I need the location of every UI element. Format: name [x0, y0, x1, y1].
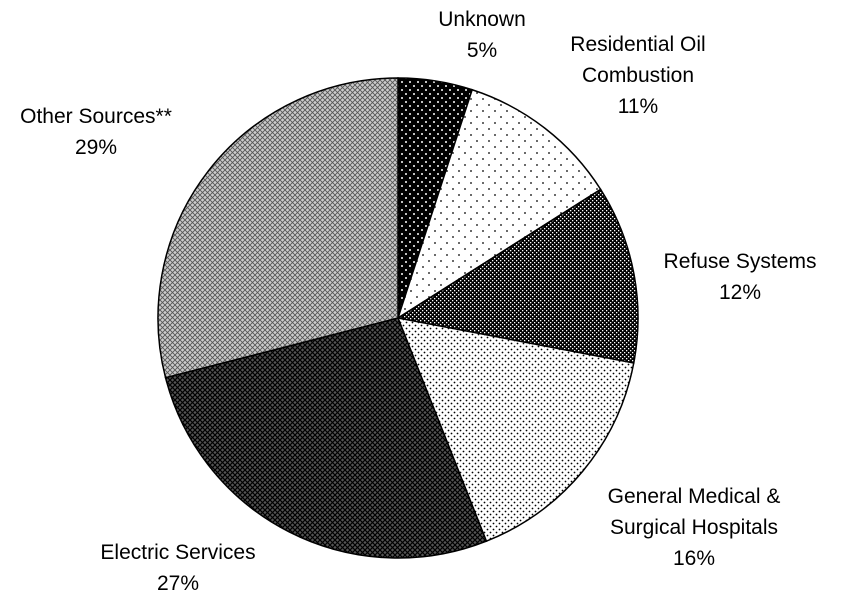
slice-label: Refuse Systems 12% [664, 246, 817, 308]
category-label: Refuse Systems [663, 250, 817, 273]
slice-label: Electric Services 27% [100, 537, 255, 599]
value-label: 11% [617, 95, 659, 118]
value-label: 27% [156, 572, 200, 595]
category-label: Residential Oil Combustion [570, 33, 706, 87]
category-label: Electric Services [100, 541, 256, 564]
slice-label: General Medical & Surgical Hospitals 16% [574, 481, 814, 574]
pie-slice [164, 317, 488, 559]
value-label: 5% [466, 39, 498, 62]
pie-slice [395, 188, 639, 364]
slice-label: Other Sources** 29% [20, 101, 172, 163]
category-label: General Medical & Surgical Hospitals [607, 485, 781, 539]
value-label: 16% [672, 547, 716, 570]
pie-slice [396, 88, 602, 320]
pie-slice [157, 77, 399, 379]
category-label: Unknown [438, 8, 526, 31]
value-label: 12% [718, 281, 762, 304]
category-label: Other Sources** [20, 105, 172, 128]
pie-slice [396, 317, 635, 543]
value-label: 29% [74, 136, 118, 159]
slice-label: Unknown 5% [438, 4, 526, 66]
slice-label: Residential Oil Combustion 11% [551, 29, 726, 122]
